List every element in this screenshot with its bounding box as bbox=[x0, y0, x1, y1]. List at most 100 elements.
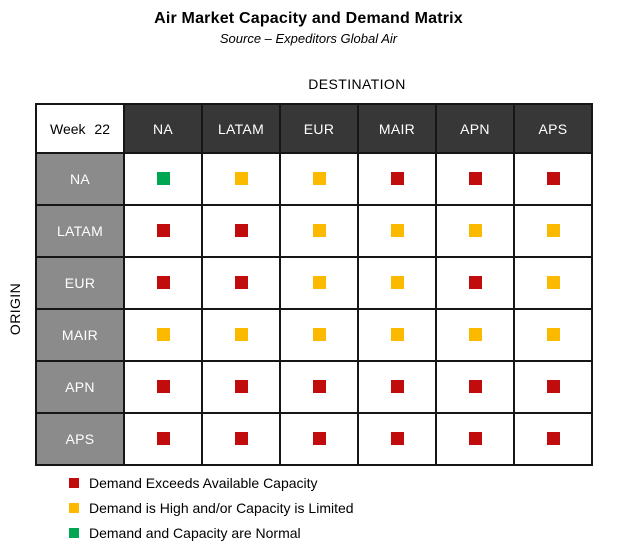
status-square-icon-limited bbox=[156, 328, 170, 342]
col-header-aps: APS bbox=[513, 103, 593, 154]
col-header-apn: APN bbox=[435, 103, 515, 154]
matrix-cell-eur-latam bbox=[201, 256, 281, 310]
status-square-icon-exceeds bbox=[390, 380, 404, 394]
status-square-icon-limited bbox=[390, 328, 404, 342]
matrix-cell-latam-aps bbox=[513, 204, 593, 258]
status-square-icon-exceeds bbox=[234, 380, 248, 394]
matrix-cell-apn-na bbox=[123, 360, 203, 414]
matrix-row-aps: APS bbox=[35, 412, 593, 466]
legend-swatch-icon-limited bbox=[69, 502, 79, 513]
status-square-icon-limited bbox=[468, 224, 482, 238]
status-square-icon-exceeds bbox=[312, 380, 326, 394]
matrix-cell-latam-latam bbox=[201, 204, 281, 258]
status-square-icon-limited bbox=[390, 224, 404, 238]
capacity-demand-matrix: Week 22 NA LATAM EUR MAIR APN APS NA LATAM EUR M… bbox=[35, 103, 593, 466]
matrix-cell-mair-mair bbox=[357, 308, 437, 362]
status-square-icon-limited bbox=[546, 328, 560, 342]
status-square-icon-exceeds bbox=[468, 432, 482, 446]
matrix-cell-mair-aps bbox=[513, 308, 593, 362]
matrix-cell-na-apn bbox=[435, 152, 515, 206]
status-square-icon-exceeds bbox=[390, 432, 404, 446]
status-square-icon-limited bbox=[546, 224, 560, 238]
legend-item-limited: Demand is High and/or Capacity is Limite… bbox=[69, 495, 354, 520]
matrix-row-mair: MAIR bbox=[35, 308, 593, 362]
status-square-icon-exceeds bbox=[546, 432, 560, 446]
origin-axis-label: ORIGIN bbox=[7, 282, 23, 336]
status-square-icon-limited bbox=[312, 328, 326, 342]
legend-label-limited: Demand is High and/or Capacity is Limite… bbox=[89, 499, 354, 516]
page-subtitle: Source – Expeditors Global Air bbox=[219, 31, 398, 46]
status-square-icon-limited bbox=[312, 276, 326, 290]
matrix-cell-mair-na bbox=[123, 308, 203, 362]
row-header-latam: LATAM bbox=[35, 204, 125, 258]
matrix-cell-na-mair bbox=[357, 152, 437, 206]
legend-item-normal: Demand and Capacity are Normal bbox=[69, 520, 354, 545]
matrix-cell-mair-latam bbox=[201, 308, 281, 362]
matrix-cell-eur-apn bbox=[435, 256, 515, 310]
matrix-cell-na-eur bbox=[279, 152, 359, 206]
matrix-cell-na-na bbox=[123, 152, 203, 206]
status-square-icon-exceeds bbox=[468, 276, 482, 290]
matrix-body: NA LATAM EUR MAIR APN APS bbox=[35, 152, 593, 466]
legend-item-exceeds: Demand Exceeds Available Capacity bbox=[69, 470, 354, 495]
matrix-cell-apn-aps bbox=[513, 360, 593, 414]
matrix-cell-aps-latam bbox=[201, 412, 281, 466]
matrix-cell-na-latam bbox=[201, 152, 281, 206]
matrix-header-row: Week 22 NA LATAM EUR MAIR APN APS bbox=[35, 103, 593, 154]
matrix-cell-eur-mair bbox=[357, 256, 437, 310]
row-header-eur: EUR bbox=[35, 256, 125, 310]
matrix-cell-apn-latam bbox=[201, 360, 281, 414]
col-header-na: NA bbox=[123, 103, 203, 154]
status-square-icon-exceeds bbox=[156, 432, 170, 446]
matrix-row-eur: EUR bbox=[35, 256, 593, 310]
matrix-cell-latam-eur bbox=[279, 204, 359, 258]
matrix-cell-aps-eur bbox=[279, 412, 359, 466]
matrix-row-na: NA bbox=[35, 152, 593, 206]
status-square-icon-limited bbox=[468, 328, 482, 342]
row-header-na: NA bbox=[35, 152, 125, 206]
status-square-icon-limited bbox=[390, 276, 404, 290]
status-square-icon-exceeds bbox=[468, 172, 482, 186]
status-square-icon-limited bbox=[234, 172, 248, 186]
origin-axis-wrap: ORIGIN bbox=[0, 153, 30, 465]
row-header-mair: MAIR bbox=[35, 308, 125, 362]
row-header-apn: APN bbox=[35, 360, 125, 414]
matrix-cell-latam-apn bbox=[435, 204, 515, 258]
col-header-mair: MAIR bbox=[357, 103, 437, 154]
matrix-cell-aps-apn bbox=[435, 412, 515, 466]
page-title: Air Market Capacity and Demand Matrix bbox=[154, 10, 463, 27]
col-header-eur: EUR bbox=[279, 103, 359, 154]
matrix-cell-na-aps bbox=[513, 152, 593, 206]
status-square-icon-limited bbox=[546, 276, 560, 290]
status-square-icon-exceeds bbox=[312, 432, 326, 446]
matrix-cell-mair-apn bbox=[435, 308, 515, 362]
matrix-cell-apn-apn bbox=[435, 360, 515, 414]
matrix-cell-latam-mair bbox=[357, 204, 437, 258]
matrix-cell-eur-eur bbox=[279, 256, 359, 310]
status-square-icon-exceeds bbox=[234, 432, 248, 446]
matrix-row-latam: LATAM bbox=[35, 204, 593, 258]
legend: Demand Exceeds Available Capacity Demand … bbox=[69, 470, 354, 545]
status-square-icon-exceeds bbox=[390, 172, 404, 186]
legend-swatch-icon-normal bbox=[69, 527, 79, 538]
status-square-icon-limited bbox=[234, 328, 248, 342]
status-square-icon-exceeds bbox=[546, 380, 560, 394]
week-label: Week 22 bbox=[35, 103, 125, 154]
matrix-cell-apn-mair bbox=[357, 360, 437, 414]
status-square-icon-exceeds bbox=[156, 224, 170, 238]
matrix-cell-aps-aps bbox=[513, 412, 593, 466]
destination-axis-label: DESTINATION bbox=[308, 76, 406, 92]
col-header-latam: LATAM bbox=[201, 103, 281, 154]
matrix-cell-apn-eur bbox=[279, 360, 359, 414]
matrix-cell-aps-na bbox=[123, 412, 203, 466]
row-header-aps: APS bbox=[35, 412, 125, 466]
matrix-row-apn: APN bbox=[35, 360, 593, 414]
status-square-icon-exceeds bbox=[156, 276, 170, 290]
legend-label-normal: Demand and Capacity are Normal bbox=[89, 524, 301, 541]
matrix-cell-aps-mair bbox=[357, 412, 437, 466]
status-square-icon-exceeds bbox=[468, 380, 482, 394]
legend-swatch-icon-exceeds bbox=[69, 477, 79, 488]
status-square-icon-normal bbox=[156, 172, 170, 186]
legend-label-exceeds: Demand Exceeds Available Capacity bbox=[89, 474, 318, 491]
